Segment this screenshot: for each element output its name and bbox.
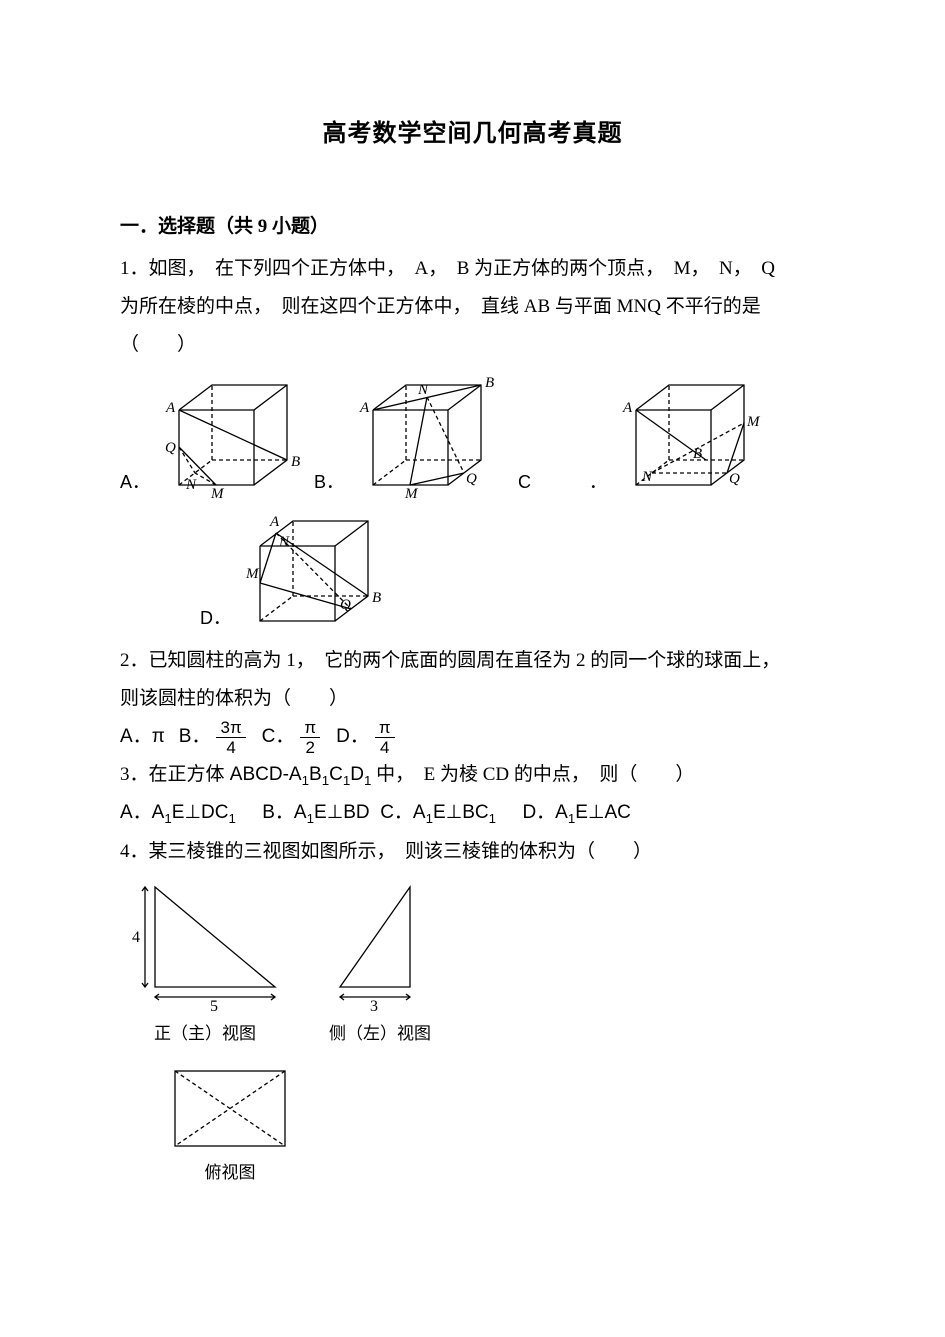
q2-line2: 则该圆柱的体积为（ ） (120, 680, 825, 718)
q3-num: 3． (120, 764, 149, 785)
q1-choice-b: B． (314, 370, 508, 500)
q4-text: 4．某三棱锥的三视图如图所示， 则该三棱锥的体积为（ ） (120, 833, 825, 871)
q1-choice-c: C ． (518, 370, 761, 500)
q2-b-label: B． (179, 718, 211, 756)
side-w: 3 (370, 998, 378, 1015)
q2-a-val: π (152, 726, 165, 747)
front-w: 5 (210, 998, 218, 1015)
q1-choices-row1: A． (120, 370, 825, 500)
svg-text:M: M (746, 414, 761, 430)
svg-text:Q: Q (729, 471, 740, 487)
svg-text:N: N (278, 534, 290, 550)
q2-text: 2．已知圆柱的高为 1， 它的两个底面的圆周在直径为 2 的同一个球的球面上， (120, 642, 825, 680)
q2-d-label: D． (336, 718, 369, 756)
q3-text: 3．在正方体 ABCD‐A1B1C1D1 中， E 为棱 CD 的中点， 则（ … (120, 756, 825, 794)
top-caption: 俯视图 (160, 1156, 300, 1190)
cube-d-diagram: A B N M Q (235, 506, 385, 636)
choice-dot-c: ． (589, 464, 607, 500)
svg-text:A: A (165, 400, 176, 416)
svg-text:N: N (417, 382, 429, 398)
q1-line1: 如图， 在下列四个正方体中， A， B 为正方体的两个顶点， M， N， Q (149, 258, 775, 279)
side-caption: 侧（左）视图 (320, 1017, 440, 1051)
svg-text:A: A (622, 400, 633, 416)
svg-text:M: M (210, 486, 225, 500)
front-view: 4 5 正（主）视图 (120, 877, 290, 1051)
svg-text:M: M (245, 566, 260, 582)
q1-line2: 为所在棱的中点， 则在这四个正方体中， 直线 AB 与平面 MNQ 不平行的是 (120, 288, 825, 326)
q4-views: 4 5 正（主）视图 3 侧（左）视图 (120, 877, 825, 1051)
svg-text:Q: Q (340, 597, 351, 613)
svg-text:B: B (372, 590, 381, 606)
cube-a-diagram: A B Q N M (154, 370, 304, 500)
cube-c-diagram: A B N M Q (611, 370, 761, 500)
choice-label-d: D． (200, 600, 231, 636)
page-title: 高考数学空间几何高考真题 (120, 110, 825, 158)
svg-text:B: B (485, 375, 494, 391)
svg-text:A: A (269, 514, 280, 530)
q2-d-frac: π4 (375, 719, 395, 756)
q4-body: 某三棱锥的三视图如图所示， 则该三棱锥的体积为（ ） (149, 841, 653, 862)
front-caption: 正（主）视图 (120, 1017, 290, 1051)
q1-text: 1．如图， 在下列四个正方体中， A， B 为正方体的两个顶点， M， N， Q (120, 250, 825, 288)
choice-label-a: A． (120, 464, 150, 500)
section-header: 一．选择题（共 9 小题） (120, 208, 825, 246)
svg-text:A: A (359, 400, 370, 416)
q1-choices-row2: D． (200, 506, 825, 636)
q3-choices: A．A1E⊥DC1 B．A1E⊥BD C．A1E⊥BC1 D．A1E⊥AC (120, 794, 825, 832)
front-view-diagram: 4 5 (120, 877, 290, 1017)
q1-choice-a: A． (120, 370, 304, 500)
top-view: 俯视图 (160, 1061, 300, 1190)
svg-text:Q: Q (466, 471, 477, 487)
svg-text:B: B (693, 446, 702, 462)
front-h: 4 (132, 929, 140, 946)
side-view: 3 侧（左）视图 (320, 877, 440, 1051)
q2-a-label: A． (120, 726, 152, 747)
svg-text:Q: Q (165, 440, 176, 456)
svg-text:N: N (185, 477, 197, 493)
q2-num: 2． (120, 650, 149, 671)
q2-b-frac: 3π4 (216, 719, 245, 756)
q4-num: 4． (120, 841, 149, 862)
svg-text:N: N (641, 469, 653, 485)
q2-body: 已知圆柱的高为 1， 它的两个底面的圆周在直径为 2 的同一个球的球面上， (149, 650, 781, 671)
q2-c-frac: π2 (300, 719, 320, 756)
q2-c-label: C． (262, 718, 295, 756)
svg-text:B: B (291, 454, 300, 470)
q1-num: 1． (120, 258, 149, 279)
choice-label-c: C (518, 464, 531, 500)
side-view-diagram: 3 (320, 877, 440, 1017)
cube-b-diagram: A B N M Q (348, 370, 508, 500)
q1-line3: （ ） (120, 326, 825, 364)
top-view-diagram (160, 1061, 300, 1156)
q1-choice-d: D． (200, 506, 385, 636)
q2-choices: A．π B． 3π4 C． π2 D． π4 (120, 718, 825, 756)
svg-text:M: M (404, 486, 419, 500)
choice-label-b: B． (314, 464, 344, 500)
